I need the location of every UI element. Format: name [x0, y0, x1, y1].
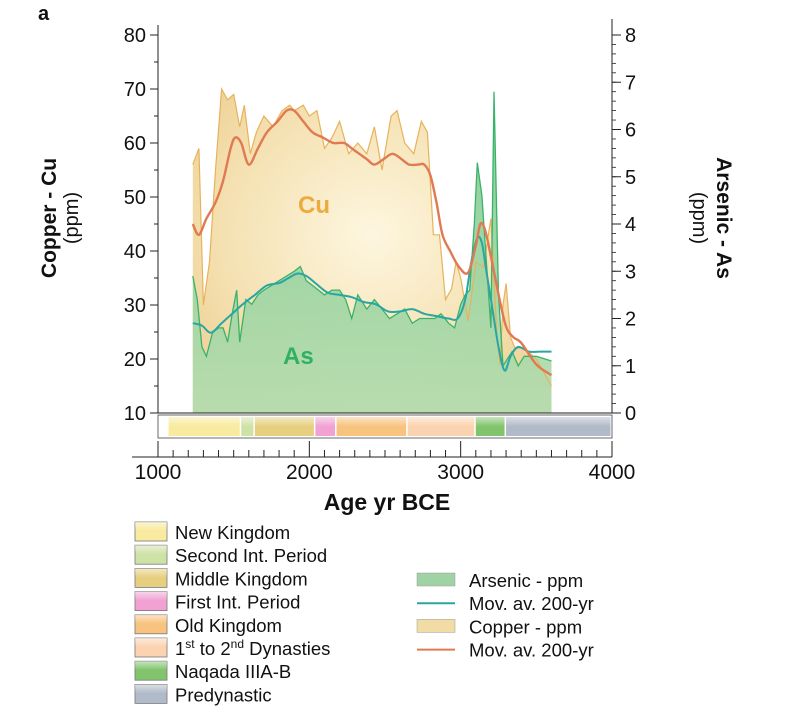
y-tick-label-right: 4	[625, 214, 636, 236]
y-tick-label-left: 70	[124, 79, 146, 101]
legend-period-label: Naqada IIIA-B	[175, 661, 291, 682]
plot-lines	[191, 86, 553, 387]
legend-series-entry: Mov. av. 200-yr	[417, 593, 594, 614]
y-tick-label-left: 10	[124, 403, 146, 425]
legend-series-swatch	[416, 619, 456, 633]
legend-period-entry: First Int. Period	[134, 591, 300, 613]
legend-period-entry: Old Kingdom	[134, 614, 282, 636]
x-axis-label: Age yr BCE	[324, 489, 451, 515]
y-axis-left-title: Copper - Cu (ppm)	[38, 158, 83, 278]
period-segment-shine	[506, 417, 611, 427]
axes: 10 20 30 40 50 60 70 80 0 1 2 3 4 5 6 7 8 1000 2000 3000 400…	[124, 19, 636, 484]
y-axis-right-label: Arsenic - As	[712, 157, 735, 279]
panel-label: a	[38, 3, 50, 25]
legend-period-entry: New Kingdom	[134, 521, 290, 543]
y-tick-label-left: 50	[124, 187, 146, 209]
legend-period-label: Second Int. Period	[175, 545, 327, 566]
legend-period-label: Old Kingdom	[175, 615, 282, 636]
legend-swatch-shine	[135, 522, 167, 531]
copper-mov-av-line	[191, 108, 553, 377]
arsenic-area	[192, 91, 552, 413]
legend-series-entry: Mov. av. 200-yr	[417, 640, 594, 661]
legend-swatch-shine	[135, 684, 167, 694]
period-segment-shine	[241, 417, 254, 427]
legend-series-entry: Copper - ppm	[416, 616, 582, 637]
legend-period-label: Predynastic	[175, 684, 272, 705]
y-tick-label-left: 80	[124, 25, 146, 47]
y-tick-label-left: 40	[124, 241, 146, 263]
legend-period-label: Middle Kingdom	[175, 568, 308, 589]
y-axis-right-title: (ppm) Arsenic - As	[688, 157, 735, 279]
legend-series-label: Mov. av. 200-yr	[469, 640, 594, 661]
period-segment-shine	[407, 417, 475, 427]
legend-series-label: Mov. av. 200-yr	[469, 593, 594, 614]
y-tick-label-left: 30	[124, 295, 146, 317]
legend-period-label: First Int. Period	[175, 592, 300, 613]
y-tick-label-right: 2	[625, 309, 636, 331]
y-tick-label-right: 6	[625, 120, 636, 142]
y-axis-left-unit: (ppm)	[61, 192, 83, 244]
x-tick-label: 4000	[589, 461, 636, 484]
legend-period-entry: Naqada IIIA-B	[134, 660, 291, 682]
y-tick-label-right: 1	[625, 356, 636, 378]
copper-line	[192, 86, 553, 387]
legend-series-entry: Arsenic - ppm	[416, 570, 583, 591]
cu-area-label: Cu	[298, 192, 330, 219]
legend-period-entry: Predynastic	[134, 684, 272, 705]
y-tick-label-left: 20	[124, 349, 146, 371]
period-segment-shine	[168, 417, 240, 427]
legend-swatch-shine	[135, 661, 167, 671]
y-tick-label-right: 5	[625, 167, 636, 189]
legend-period-entry: Second Int. Period	[134, 544, 327, 566]
legend-period-label: 1st to 2nd Dynasties	[175, 637, 330, 659]
legend-swatch-shine	[135, 591, 167, 601]
legend-period-entry: 1st to 2nd Dynasties	[134, 637, 330, 659]
plot-areas	[192, 89, 552, 413]
period-segment-shine	[475, 417, 505, 427]
period-segment-shine	[336, 417, 407, 427]
legend-series-label: Arsenic - ppm	[469, 570, 583, 591]
arsenic-mov-av-line	[192, 235, 552, 372]
legend-swatch-shine	[135, 545, 167, 555]
y-tick-label-right: 8	[625, 25, 636, 47]
legend-series-swatch	[416, 572, 456, 587]
x-tick-label: 2000	[286, 461, 333, 484]
y-tick-label-right: 0	[625, 403, 636, 425]
legend-period-label: New Kingdom	[175, 522, 290, 543]
period-bar	[157, 414, 613, 439]
period-segment-shine	[254, 417, 314, 427]
legend-swatch-shine	[135, 638, 167, 647]
legend-period-entry: Middle Kingdom	[134, 568, 308, 589]
x-tick-label: 1000	[135, 461, 182, 484]
y-axis-right-unit: (ppm)	[688, 192, 710, 244]
y-tick-label-right: 7	[625, 72, 636, 94]
legend-series-label: Copper - ppm	[469, 616, 582, 637]
y-tick-label-left: 60	[124, 133, 146, 155]
as-area-label: As	[283, 343, 314, 370]
period-segment-shine	[315, 417, 336, 427]
y-tick-label-right: 3	[625, 261, 636, 283]
x-tick-label: 3000	[437, 461, 484, 484]
legend-swatch-shine	[135, 568, 167, 578]
y-axis-left-label: Copper - Cu	[38, 158, 61, 278]
legend-swatch-shine	[135, 614, 167, 624]
